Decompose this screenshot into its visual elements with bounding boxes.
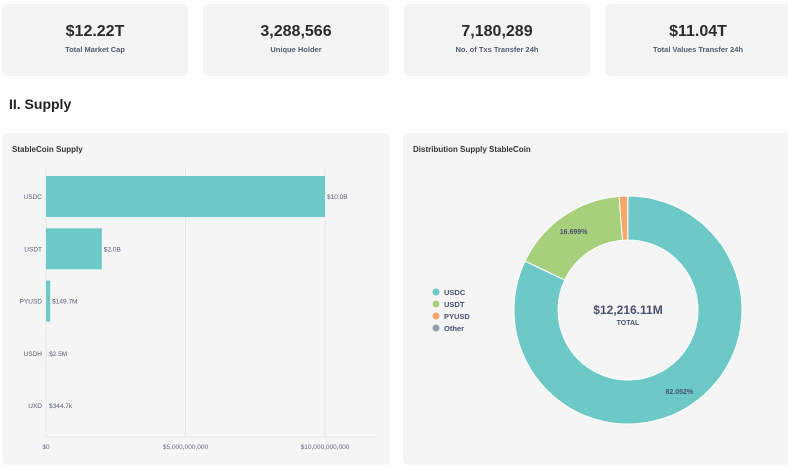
data-label: $149.7M [52, 299, 77, 306]
slice-label: 82.052% [665, 389, 693, 396]
chart-title: StableCoin Supply [12, 145, 83, 154]
y-tick-label: UXD [28, 403, 42, 410]
bar-usdc [46, 176, 325, 217]
stat-value: 7,180,289 [461, 23, 533, 40]
data-label: $10.0B [327, 194, 348, 201]
bar-chart: $0 $5,000,000,000 $10,000,000,000 USDC $10.0… [20, 168, 376, 451]
stat-card-market-cap: $12.22T Total Market Cap [2, 4, 188, 76]
stat-label: Total Values Transfer 24h [653, 45, 743, 54]
x-tick-label: $5,000,000,000 [163, 444, 209, 451]
donut-total-value: $12,216.11M [593, 303, 662, 317]
legend-marker [432, 324, 440, 332]
bar-pyusd [46, 280, 51, 322]
slice-usdc [513, 195, 743, 425]
y-tick-label: PYUSD [20, 299, 43, 306]
legend-item-usdt: USDT [444, 300, 465, 309]
legend-marker [432, 288, 440, 296]
slice-usdt [524, 195, 624, 281]
stat-card-unique-holder: 3,288,566 Unique Holder [203, 4, 389, 76]
slice-label: 16.699% [560, 229, 588, 236]
stat-value: $11.04T [669, 23, 727, 40]
donut-total-label: TOTAL [617, 320, 640, 327]
stat-value: 3,288,566 [260, 23, 332, 40]
stat-card-values-transfer: $11.04T Total Values Transfer 24h [605, 4, 788, 76]
legend-marker [432, 312, 440, 320]
stat-label: No. of Txs Transfer 24h [455, 45, 539, 54]
y-tick-label: USDH [24, 351, 43, 358]
stat-card-txs: 7,180,289 No. of Txs Transfer 24h [404, 4, 590, 76]
stablecoin-supply-panel: StableCoin Supply $0 $5,000,000,000 $10,00… [2, 133, 390, 465]
data-label: $2.5M [49, 351, 67, 358]
y-tick-label: USDC [24, 194, 43, 201]
data-label: $2.0B [104, 246, 121, 253]
legend-item-other: Other [444, 324, 464, 333]
stat-label: Total Market Cap [65, 45, 125, 54]
x-tick-label: $10,000,000,000 [301, 444, 350, 451]
data-label: $344.7k [49, 403, 73, 410]
stat-label: Unique Holder [270, 45, 322, 54]
donut-chart: 82.052% 16.699% $12,216.11M TOTAL USDC USDT PY… [432, 195, 743, 425]
legend-item-usdc: USDC [444, 288, 466, 297]
section-title: II. Supply [9, 96, 72, 112]
stat-value: $12.22T [65, 23, 125, 40]
x-tick-label: $0 [42, 444, 50, 451]
chart-title: Distribution Supply StableCoin [413, 145, 531, 154]
legend-item-pyusd: PYUSD [444, 312, 470, 321]
y-tick-label: USDT [24, 246, 42, 253]
distribution-panel: Distribution Supply StableCoin 82.052% 16… [403, 133, 788, 465]
legend-marker [432, 300, 440, 308]
bar-usdt [46, 228, 102, 270]
